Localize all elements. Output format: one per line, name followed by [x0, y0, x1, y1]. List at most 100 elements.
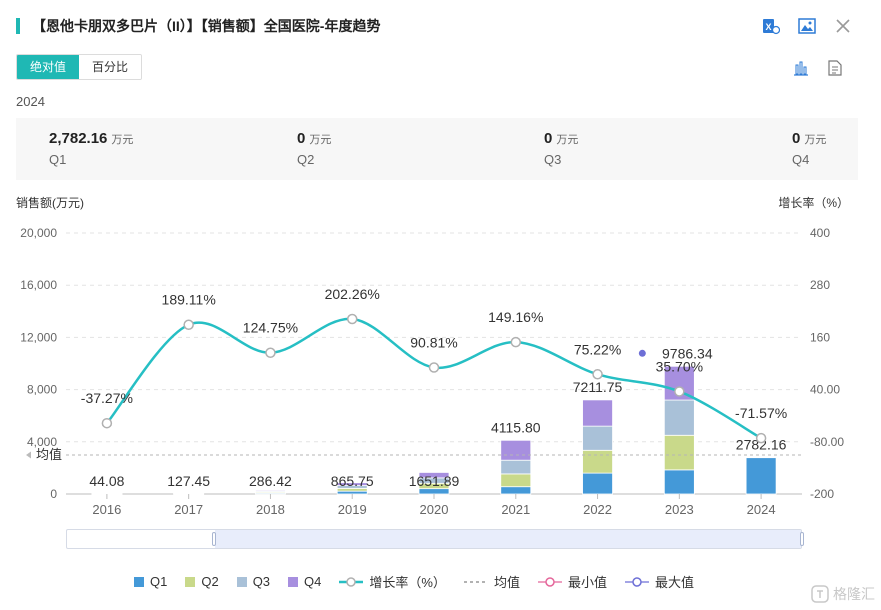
watermark-text: 格隆汇 [833, 586, 875, 602]
summary-quarter-label: Q1 [49, 152, 67, 167]
x-axis-tick: 2016 [92, 502, 121, 517]
bar-q1-2020 [418, 488, 450, 495]
bar-chart-icon[interactable] [791, 58, 811, 78]
growth-rate-label: 189.11% [162, 292, 216, 308]
right-axis-tick: 280 [810, 278, 830, 292]
legend-swatch [288, 576, 299, 587]
bar-q4-2022 [582, 399, 613, 427]
legend-label: Q3 [252, 574, 271, 589]
mean-marker [26, 451, 31, 459]
view-switcher [791, 58, 845, 78]
legend-swatch [134, 576, 144, 587]
chart-legend: Q1 Q2 Q3 Q4 增长率（%） 均值 最小值 最大值 [134, 572, 694, 591]
bar-q3-2022 [582, 425, 613, 451]
right-axis-title: 增长率（%） [778, 196, 849, 210]
right-axis-tick: 40.00 [810, 383, 840, 397]
growth-rate-point [183, 319, 194, 330]
range-slider-left-handle[interactable] [212, 532, 216, 546]
summary-unit: 万元 [556, 134, 579, 146]
value-mode-toggle: 绝对值 百分比 [16, 54, 143, 80]
legend-item[interactable]: Q1 [134, 574, 167, 589]
bar-total-label: 1651.89 [409, 473, 460, 489]
summary-value: 0 [792, 130, 801, 147]
chart-title: 【恩他卡朋双多巴片（II）】【销售额】全国医院-年度趋势 [32, 18, 381, 34]
growth-rate-point [510, 336, 522, 348]
growth-rate-label: 75.22% [574, 341, 621, 357]
bar-q2-2021 [500, 473, 532, 488]
summary-q4: 0 万元 Q4 [792, 130, 826, 167]
legend-label: Q4 [304, 574, 322, 589]
left-axis-tick: 16,000 [20, 278, 57, 292]
x-axis-tick: 2018 [256, 502, 285, 517]
quarter-summary-panel: 2,782.16 万元 Q1 0 万元 Q2 0 万元 Q3 0 万元 Q4 [16, 118, 858, 180]
growth-rate-label: 202.26% [325, 286, 380, 302]
range-slider-selection[interactable] [215, 530, 801, 548]
growth-rate-line [105, 317, 762, 440]
legend-swatch [185, 576, 196, 587]
summary-quarter-label: Q4 [792, 152, 810, 167]
right-axis-tick: -80.00 [810, 435, 844, 449]
bar-total-label: 44.08 [89, 473, 124, 489]
right-axis-tick: 160 [810, 330, 830, 344]
range-slider[interactable] [66, 529, 804, 549]
bar-q1-2019 [336, 490, 368, 495]
summary-quarter-label: Q2 [297, 152, 315, 167]
legend-swatch [624, 576, 649, 587]
bar-q1-2022 [582, 472, 613, 495]
legend-item[interactable]: Q4 [288, 574, 321, 589]
legend-label: Q2 [201, 574, 219, 589]
legend-item[interactable]: 增长率（%） [339, 572, 446, 591]
right-axis-tick: -200 [810, 487, 834, 501]
close-icon[interactable] [833, 16, 853, 36]
summary-value: 0 [297, 130, 306, 147]
left-axis-tick: 0 [50, 487, 57, 501]
legend-item[interactable]: 最大值 [624, 572, 694, 591]
growth-rate-point [346, 313, 358, 325]
absolute-value-button[interactable]: 绝对值 [17, 55, 80, 79]
growth-rate-label: 149.16% [488, 309, 543, 325]
title-accent-bar [16, 18, 20, 34]
legend-label: 最小值 [567, 575, 607, 590]
summary-quarter-label: Q3 [544, 152, 562, 167]
max-value-marker [638, 349, 646, 357]
bar-q4-2021 [500, 439, 532, 461]
left-axis-tick: 12,000 [20, 330, 57, 344]
growth-rate-label: -71.57% [735, 405, 787, 421]
summary-value: 0 [544, 130, 553, 147]
excel-icon[interactable]: X [761, 16, 781, 36]
growth-rate-label: 90.81% [410, 334, 457, 350]
watermark: 格隆汇 [811, 584, 875, 604]
image-icon[interactable] [797, 16, 817, 36]
left-axis-title: 销售额(万元) [16, 196, 84, 210]
legend-item[interactable]: Q2 [185, 574, 219, 589]
growth-rate-label: -37.27% [81, 390, 133, 406]
legend-item[interactable]: Q3 [236, 574, 271, 589]
growth-rate-point [592, 369, 603, 380]
document-icon[interactable] [825, 58, 845, 78]
legend-label: 增长率（%） [369, 575, 446, 590]
x-axis-tick: 2020 [420, 502, 449, 517]
legend-swatch [463, 580, 488, 583]
x-axis-tick: 2019 [338, 502, 367, 517]
percentage-button[interactable]: 百分比 [79, 55, 142, 79]
x-axis-tick: 2024 [747, 502, 776, 517]
legend-swatch [339, 576, 364, 587]
x-axis-tick: 2022 [583, 502, 612, 517]
bar-q2-2023 [663, 434, 695, 471]
x-axis-tick: 2023 [665, 502, 694, 517]
bar-q1-2024 [745, 457, 777, 495]
bar-total-label: 865.75 [331, 473, 374, 489]
growth-rate-label: 124.75% [243, 320, 298, 336]
sales-trend-chart: 20,000 16,000 12,000 8,000 4,000 0 400 280 160 40… [20, 226, 844, 517]
growth-rate-point [755, 432, 767, 444]
legend-item[interactable]: 最小值 [537, 572, 607, 591]
legend-item[interactable]: 均值 [463, 572, 520, 591]
range-slider-right-handle[interactable] [800, 532, 804, 546]
watermark-logo-icon [811, 585, 829, 603]
summary-value: 2,782.16 [49, 130, 108, 147]
right-axis-tick: 400 [810, 226, 830, 240]
legend-label: Q1 [150, 574, 168, 589]
summary-q1: 2,782.16 万元 Q1 [49, 130, 133, 167]
bar-q3-2021 [500, 459, 532, 475]
bar-total-label: 9786.34 [662, 345, 713, 361]
